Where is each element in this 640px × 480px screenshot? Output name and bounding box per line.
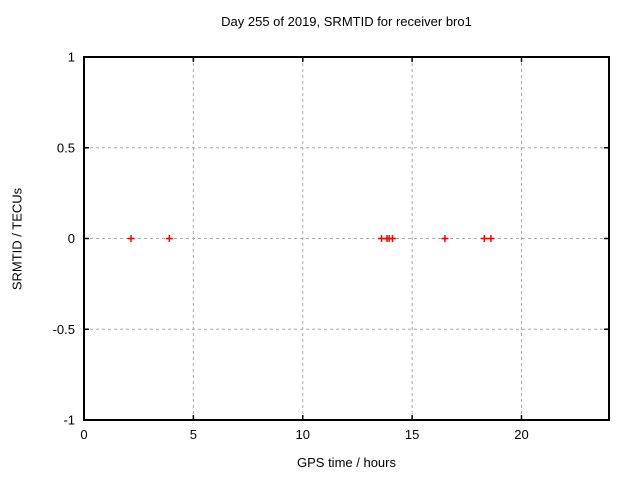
x-tick-label: 15 <box>405 427 419 442</box>
x-tick-label: 0 <box>80 427 87 442</box>
data-point-marker <box>127 235 135 242</box>
y-tick-label: -1 <box>63 413 75 428</box>
x-tick-label: 5 <box>190 427 197 442</box>
chart-title: Day 255 of 2019, SRMTID for receiver bro… <box>221 14 472 29</box>
data-point-marker <box>487 235 495 242</box>
x-axis-label: GPS time / hours <box>297 455 396 470</box>
data-point-marker <box>165 235 173 242</box>
data-point-marker <box>441 235 449 242</box>
y-tick-label: 1 <box>68 50 75 65</box>
x-tick-label: 20 <box>514 427 528 442</box>
y-tick-label: 0 <box>68 231 75 246</box>
data-point-marker <box>480 235 488 242</box>
plot-border <box>83 56 610 421</box>
data-point-marker <box>388 235 396 242</box>
y-tick-label: 0.5 <box>57 140 75 155</box>
y-tick-label: -0.5 <box>53 322 75 337</box>
x-tick-label: 10 <box>296 427 310 442</box>
